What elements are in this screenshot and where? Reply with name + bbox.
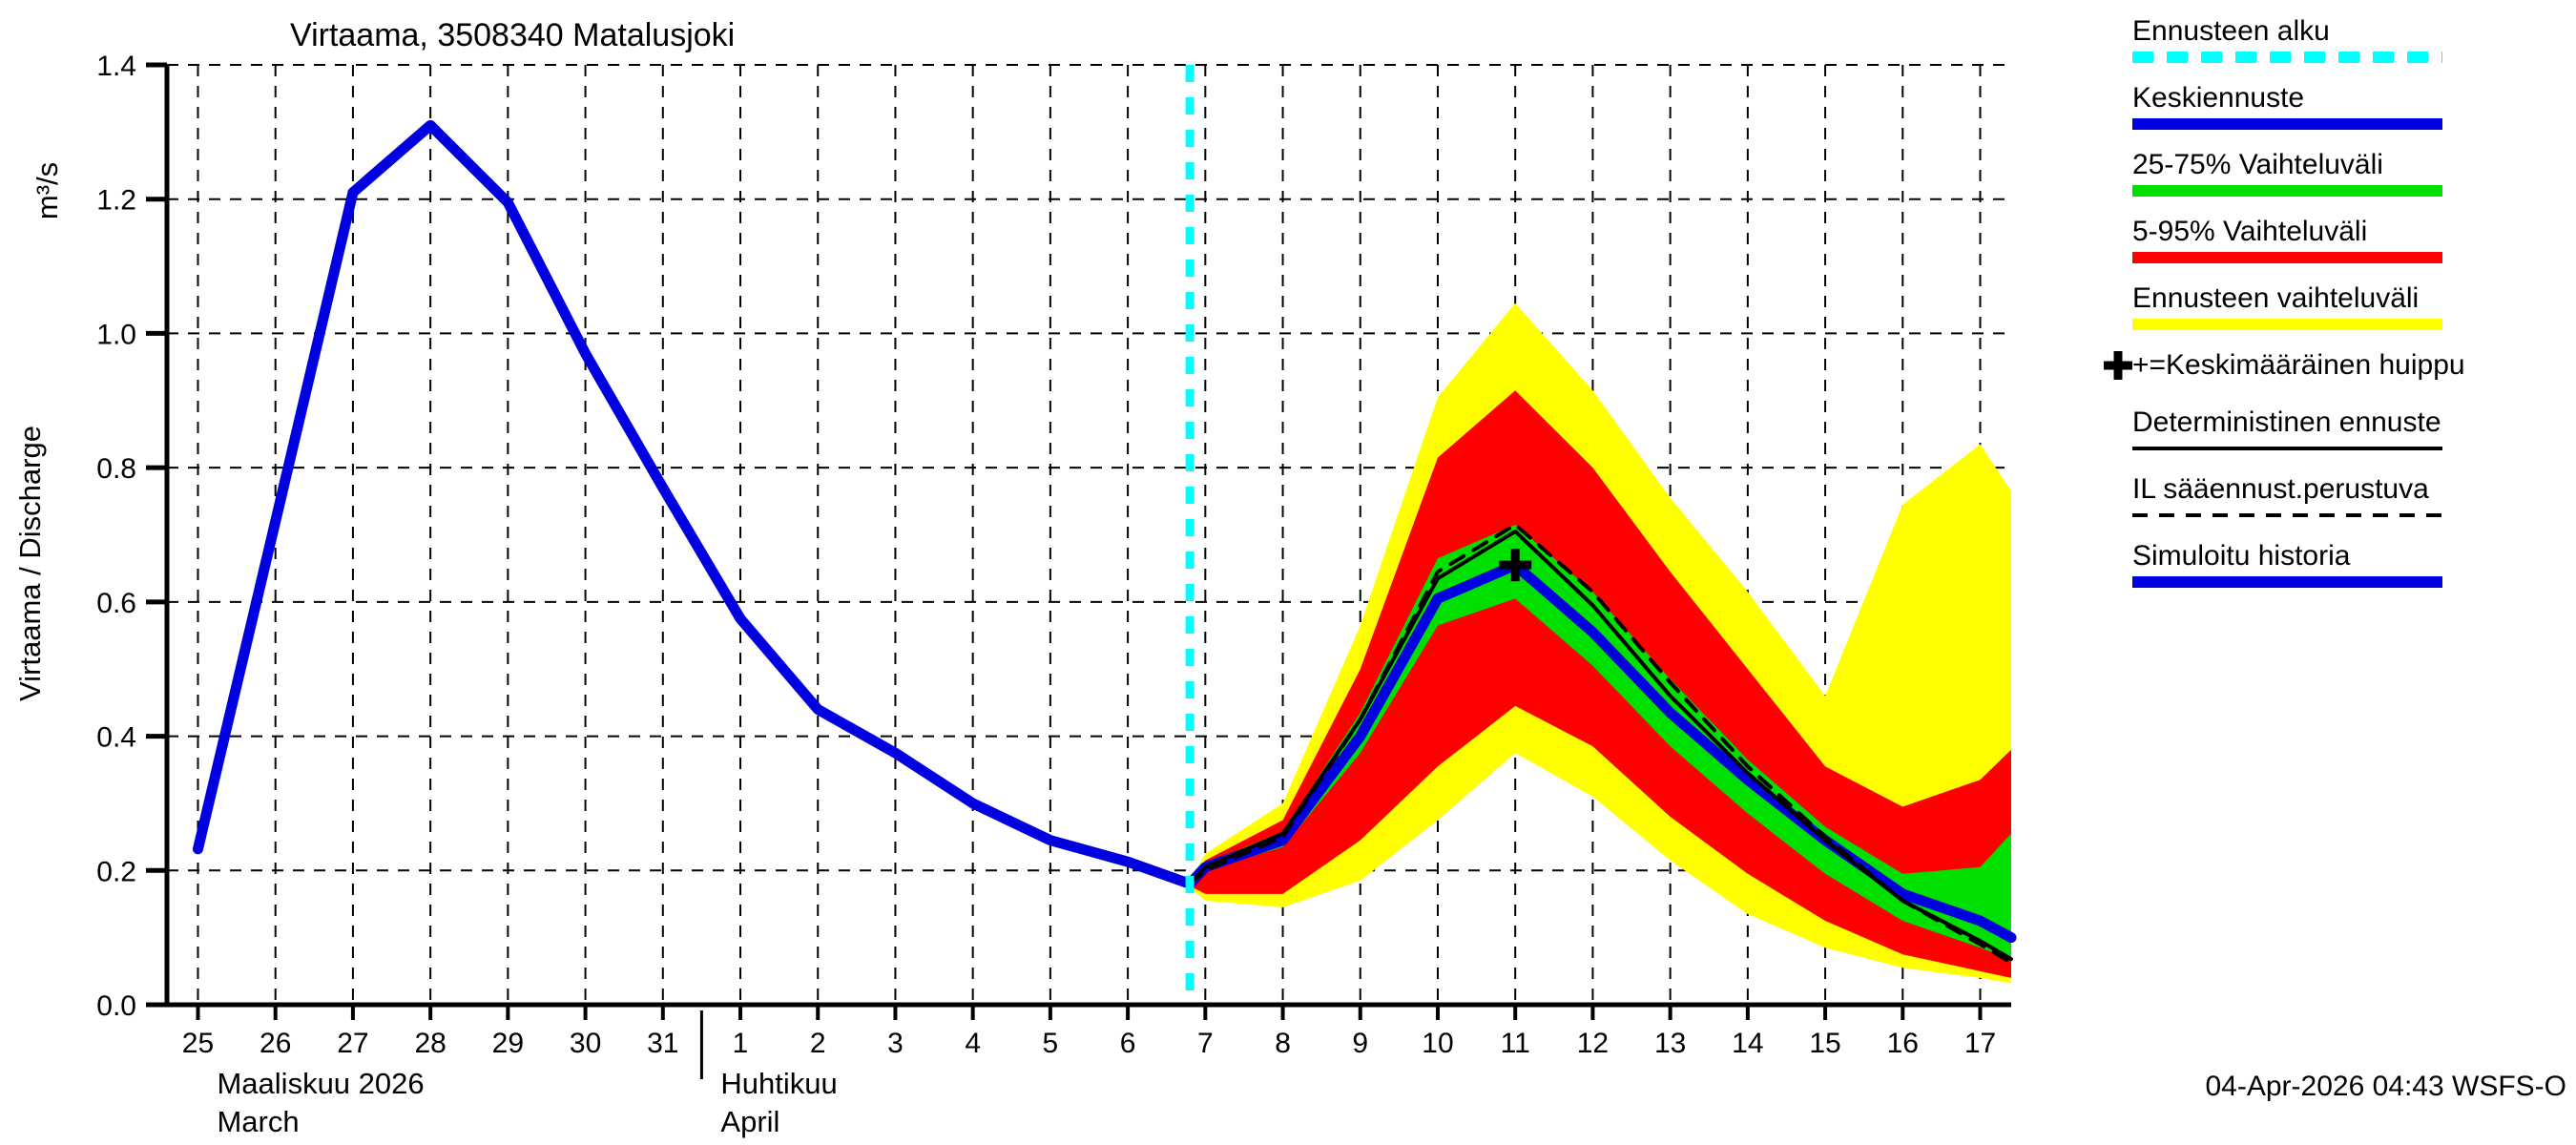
legend-label-5: +=Keskimääräinen huippu [2132, 349, 2465, 381]
x-axis-tick-label: 1 [733, 1028, 749, 1059]
y-axis-unit-label: m³/s [31, 162, 64, 219]
x-axis-tick-label: 4 [965, 1028, 981, 1059]
x-axis-tick-label: 29 [492, 1028, 524, 1059]
y-axis-tick-label: 1.0 [96, 319, 136, 350]
y-axis-tick-label: 0.8 [96, 453, 136, 485]
legend-label-6: Deterministinen ennuste [2132, 406, 2441, 438]
legend-label-3: 5-95% Vaihteluväli [2132, 216, 2367, 247]
legend-label-0: Ennusteen alku [2132, 15, 2330, 47]
x-axis-tick-label: 27 [337, 1028, 368, 1059]
x-axis-tick-label: 14 [1732, 1028, 1763, 1059]
legend-label-7: IL sääennust.perustuva [2132, 473, 2429, 505]
y-axis-tick-label: 1.4 [96, 51, 136, 82]
footer-timestamp: 04-Apr-2026 04:43 WSFS-O [2205, 1071, 2566, 1102]
x-axis-tick-label: 15 [1809, 1028, 1840, 1059]
x-axis-tick-label: 16 [1887, 1028, 1919, 1059]
x-axis-tick-label: 11 [1501, 1028, 1530, 1059]
month-label-finnish: Maaliskuu 2026 [217, 1067, 424, 1100]
series-history [192, 119, 1195, 889]
month-label-english: April [720, 1105, 779, 1138]
x-axis-tick-label: 25 [182, 1028, 214, 1059]
x-axis-tick-label: 7 [1197, 1028, 1214, 1059]
x-axis-tick-label: 10 [1422, 1028, 1453, 1059]
x-axis-tick-label: 31 [647, 1028, 678, 1059]
legend-label-4: Ennusteen vaihteluväli [2132, 282, 2419, 314]
x-axis-tick-label: 9 [1352, 1028, 1368, 1059]
band-p25_p75 [1190, 524, 2011, 960]
legend-label-8: Simuloitu historia [2132, 540, 2351, 572]
x-axis-tick-label: 3 [887, 1028, 904, 1059]
legend-marker-plus-icon [2104, 351, 2132, 380]
x-axis-tick-label: 12 [1577, 1028, 1609, 1059]
series-mean_forecast [1184, 559, 2017, 944]
y-axis-tick-label: 1.2 [96, 185, 136, 217]
month-label-finnish: Huhtikuu [720, 1067, 837, 1100]
legend-label-2: 25-75% Vaihteluväli [2132, 149, 2383, 180]
legend-label-1: Keskiennuste [2132, 82, 2304, 114]
page-title: Virtaama, 3508340 Matalusjoki [290, 17, 735, 53]
y-axis-tick-label: 0.4 [96, 722, 136, 754]
x-axis-tick-label: 2 [810, 1028, 826, 1059]
series-il_weather [1188, 522, 2013, 965]
month-label-english: March [217, 1105, 299, 1138]
x-axis-tick-label: 6 [1120, 1028, 1136, 1059]
mean-peak-marker-icon [1499, 549, 1532, 582]
x-axis-tick-label: 8 [1275, 1028, 1291, 1059]
x-axis-tick-label: 17 [1964, 1028, 1996, 1059]
y-axis-title: Virtaama / Discharge [13, 426, 47, 701]
y-axis-tick-label: 0.2 [96, 856, 136, 887]
x-axis-tick-label: 26 [260, 1028, 291, 1059]
x-axis-tick-label: 30 [570, 1028, 601, 1059]
x-axis-tick-label: 13 [1654, 1028, 1686, 1059]
x-axis-tick-label: 5 [1043, 1028, 1059, 1059]
y-axis-tick-label: 0.0 [96, 990, 136, 1022]
x-axis-tick-label: 28 [414, 1028, 446, 1059]
y-axis-tick-label: 0.6 [96, 588, 136, 619]
